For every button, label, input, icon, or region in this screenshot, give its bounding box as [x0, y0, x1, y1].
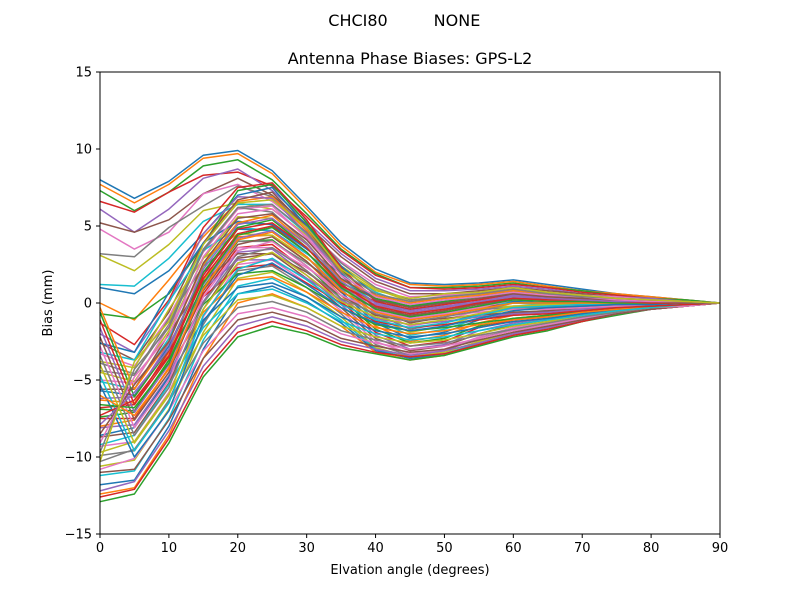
- series-line-38: [99, 300, 721, 463]
- chart-title: Antenna Phase Biases: GPS-L2: [288, 49, 533, 68]
- series-line-69: [99, 199, 721, 462]
- x-tick-label: 40: [367, 541, 384, 556]
- x-tick-label: 80: [643, 541, 660, 556]
- x-tick-label: 20: [230, 541, 247, 556]
- y-tick-label: 5: [84, 220, 92, 235]
- suptitle-right: NONE: [434, 11, 481, 30]
- x-tick-label: 50: [436, 541, 453, 556]
- y-tick-label: 15: [75, 66, 92, 81]
- series-line-33: [99, 302, 721, 503]
- series-line-4: [99, 171, 721, 304]
- series-line-42: [99, 276, 721, 427]
- suptitle-left: CHCI80: [328, 11, 387, 30]
- y-tick-label: −5: [73, 374, 92, 389]
- series-line-2: [99, 152, 721, 304]
- series-line-67: [99, 208, 721, 444]
- plot-frame: [99, 71, 721, 535]
- x-tick-label: 30: [298, 541, 315, 556]
- x-tick-label: 10: [161, 541, 178, 556]
- y-tick-label: −15: [65, 528, 92, 543]
- y-tick-label: 10: [75, 143, 92, 158]
- series-line-40: [99, 288, 721, 446]
- y-tick-label: −10: [65, 451, 92, 466]
- x-axis-label: Elvation angle (degrees): [330, 563, 489, 578]
- x-tick-label: 90: [712, 541, 729, 556]
- series-line-7: [99, 183, 721, 304]
- y-axis-label: Bias (mm): [41, 270, 56, 337]
- series-line-36: [99, 302, 721, 474]
- series-line-61: [99, 262, 720, 458]
- x-tick-label: 0: [96, 541, 104, 556]
- x-tick-label: 60: [505, 541, 522, 556]
- series-layer: [99, 149, 721, 503]
- series-line-65: [99, 217, 720, 426]
- x-tick-label: 70: [574, 541, 591, 556]
- ticks-layer: 0 10 20 30 40 50 60 70 80 90 −15 −10 −5 0 5 10 15: [65, 66, 729, 557]
- y-tick-label: 0: [84, 297, 92, 312]
- series-line-63: [99, 226, 720, 409]
